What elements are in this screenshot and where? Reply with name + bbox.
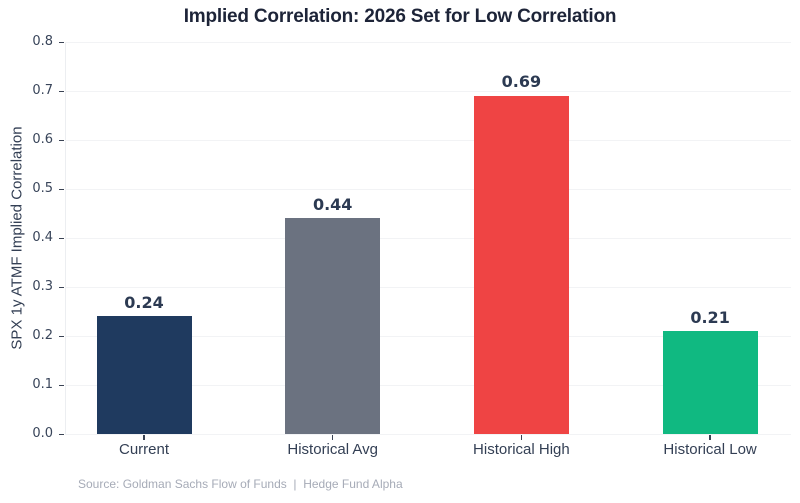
y-tick-label: 0.6 — [32, 132, 53, 147]
y-tick-mark — [59, 188, 64, 190]
x-tick-label: Historical Avg — [287, 441, 378, 458]
y-tick-mark — [59, 139, 64, 141]
gridline — [65, 286, 791, 288]
gridline — [65, 433, 791, 435]
gridline — [65, 188, 791, 190]
y-tick-mark — [59, 433, 64, 435]
bar — [473, 95, 569, 434]
chart-title: Implied Correlation: 2026 Set for Low Co… — [183, 6, 617, 27]
y-tick-mark — [59, 41, 64, 43]
y-axis: 0.0 0.1 0.2 0.3 0.4 0.5 0.6 0.7 0.8 — [0, 35, 65, 440]
y-tick-mark — [59, 90, 64, 92]
x-tick-mark — [520, 435, 523, 440]
bar-value-label: 0.69 — [501, 72, 542, 92]
bar — [96, 316, 192, 434]
gridline — [65, 384, 791, 386]
gridline — [65, 90, 791, 92]
gridline — [65, 139, 791, 141]
x-tick-mark — [143, 435, 145, 440]
y-tick-mark — [59, 237, 64, 239]
y-tick-label: 0.3 — [32, 279, 53, 294]
gridline — [65, 335, 791, 337]
x-tick-label: Historical High — [473, 441, 570, 458]
gridline — [65, 237, 791, 239]
x-tick-mark — [709, 435, 711, 440]
bar — [285, 218, 381, 434]
bar-value-label: 0.24 — [124, 292, 164, 312]
plot-area: 0.24 Current 0.44 Historical Avg 0.69 Histori… — [65, 41, 791, 458]
x-tick-label: Historical Low — [663, 441, 757, 458]
y-tick-label: 0.5 — [32, 181, 53, 196]
y-tick-label: 0.4 — [32, 230, 53, 245]
x-tick-label: Current — [118, 441, 170, 458]
bar-value-label: 0.21 — [690, 307, 730, 327]
x-tick-mark — [331, 435, 334, 440]
y-tick-label: 0.8 — [32, 34, 53, 49]
y-tick-mark — [59, 286, 64, 288]
bar-value-label: 0.44 — [312, 194, 353, 214]
y-tick-mark — [59, 384, 64, 386]
source-note: Source: Goldman Sachs Flow of Funds | He… — [78, 477, 403, 491]
y-tick-label: 0.2 — [32, 328, 53, 343]
gridline — [65, 41, 791, 43]
bar — [662, 331, 758, 434]
y-tick-label: 0.0 — [32, 426, 53, 441]
y-tick-label: 0.1 — [32, 377, 53, 392]
y-tick-mark — [59, 335, 64, 337]
y-tick-label: 0.7 — [32, 83, 53, 98]
